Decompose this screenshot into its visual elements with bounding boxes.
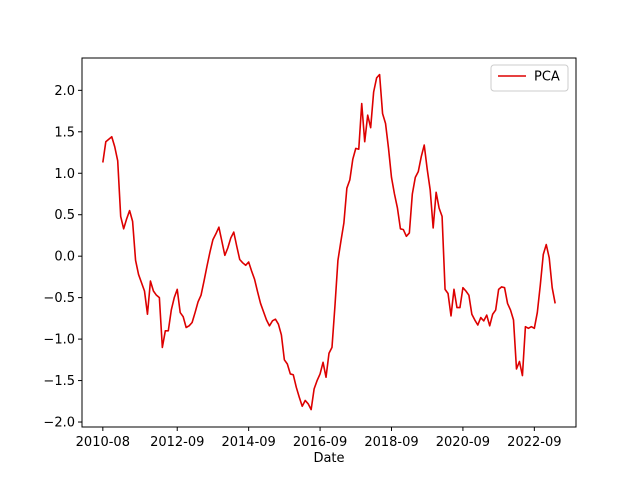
y-tick-label: 1.0 — [54, 167, 75, 182]
y-tick-label: −1.5 — [43, 374, 75, 389]
legend-label: PCA — [534, 70, 560, 85]
x-tick-label: 2020-09 — [436, 435, 490, 450]
x-tick-label: 2014-09 — [221, 435, 275, 450]
x-tick-label: 2016-09 — [293, 435, 347, 450]
y-tick-label: 0.5 — [54, 208, 75, 223]
x-axis-label: Date — [313, 451, 344, 466]
y-tick-label: 0.0 — [54, 250, 75, 265]
plot-frame — [81, 57, 577, 428]
y-tick-label: −2.0 — [43, 416, 75, 431]
y-tick-label: 1.5 — [54, 125, 75, 140]
data-line — [102, 73, 556, 411]
y-tick-label: 2.0 — [54, 84, 75, 99]
x-tick-label: 2012-09 — [150, 435, 204, 450]
x-tick-label: 2022-09 — [507, 435, 561, 450]
x-tick-label: 2018-09 — [364, 435, 418, 450]
legend-box — [490, 64, 569, 92]
y-tick-label: −1.0 — [43, 333, 75, 348]
x-tick-label: 2010-08 — [76, 435, 130, 450]
y-tick-label: −0.5 — [43, 291, 75, 306]
